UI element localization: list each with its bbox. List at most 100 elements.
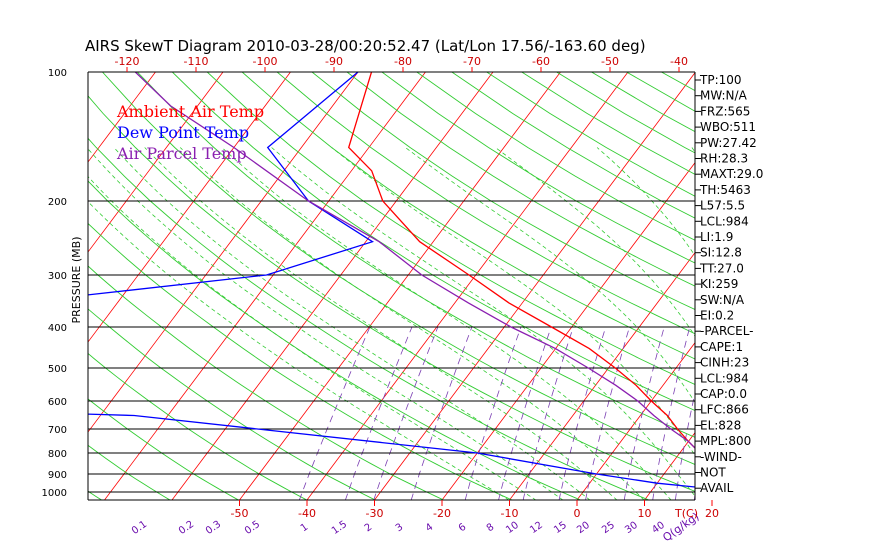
dry-adiabat (88, 444, 171, 500)
top-temp-tick-label: -40 (670, 55, 688, 68)
stat-item: L57:5.5 (700, 199, 745, 213)
stat-item: LCL:984 (700, 371, 749, 385)
stat-item: EI:0.2 (700, 309, 734, 323)
mixing-ratio-label: 0.5 (243, 519, 262, 537)
isotherm (374, 72, 695, 500)
dry-adiabat (276, 72, 695, 335)
dry-adiabat (381, 72, 695, 264)
dry-adiabat (88, 490, 103, 500)
stat-item: -PARCEL- (700, 324, 754, 338)
top-temp-tick-label: -110 (184, 55, 209, 68)
chart-title: AIRS SkewT Diagram 2010-03-28/00:20:52.4… (85, 37, 646, 55)
moist-adiabat (88, 175, 537, 500)
stat-item: PW:27.42 (700, 136, 757, 150)
stat-item: RH:28.3 (700, 152, 748, 166)
mixing-ratio-line (498, 326, 552, 500)
isotherm (509, 252, 695, 500)
isotherm (847, 72, 870, 500)
stat-item: CAP:0.0 (700, 387, 747, 401)
stat-item: NOT (700, 466, 726, 480)
ambient-temp-line (347, 72, 695, 449)
isotherm (88, 72, 291, 343)
mixing-ratio-label: 6 (457, 522, 469, 535)
stat-item: TH:5463 (699, 183, 751, 197)
dry-adiabat (88, 95, 695, 492)
dry-adiabat (311, 72, 695, 311)
mixing-ratio-line (652, 326, 691, 500)
top-temp-tick-label: -90 (325, 55, 343, 68)
dry-adiabat (206, 72, 695, 386)
bottom-temp-tick-label: -50 (231, 507, 249, 520)
mixing-ratio-label: 30 (623, 520, 640, 536)
mixing-ratio-label: 1.5 (330, 519, 349, 537)
pressure-tick-label: 100 (48, 68, 67, 79)
mixing-ratio-line (522, 326, 574, 500)
pressure-tick-label: 700 (48, 425, 67, 436)
dewpoint-line (88, 72, 695, 488)
dry-adiabat (451, 72, 695, 219)
stat-item: LI:1.9 (700, 230, 733, 244)
stat-item: MW:N/A (700, 89, 748, 103)
top-temp-tick-label: -60 (532, 55, 550, 68)
mixing-ratio-line (674, 390, 695, 500)
mixing-ratio-label: 2 (363, 522, 375, 535)
mixing-ratio-label: 4 (424, 522, 436, 535)
pressure-tick-label: 400 (48, 323, 67, 334)
bottom-temp-tick-label: 0 (574, 507, 581, 520)
stat-item: KI:259 (700, 277, 738, 291)
top-temp-tick-label: -120 (115, 55, 140, 68)
mixing-ratio-label: 15 (552, 520, 569, 536)
mixing-ratio-label: 25 (600, 520, 617, 536)
legend-ambient: Ambient Air Temp (116, 102, 264, 121)
stat-item: SW:N/A (700, 293, 745, 307)
stat-item: -WIND- (700, 450, 742, 464)
top-temp-tick-label: -70 (463, 55, 481, 68)
stat-item: TT:27.0 (699, 261, 744, 275)
pressure-tick-label: 1000 (42, 488, 67, 499)
isotherm (0, 72, 21, 500)
stat-item: LCL:984 (700, 214, 749, 228)
mixing-ratio-label: 0.1 (130, 519, 149, 537)
mixing-ratio-line (795, 327, 817, 500)
sounding-curves (88, 72, 695, 488)
stat-item: CAPE:1 (700, 340, 743, 354)
moist-adiabat (221, 147, 672, 500)
plot-frame (87, 71, 696, 501)
dry-adiabat (88, 308, 376, 500)
dry-adiabat (241, 72, 695, 360)
bottom-temp-tick-label: 10 (638, 507, 652, 520)
pressure-tick-label: 300 (48, 271, 67, 282)
bottom-temp-tick-label: -30 (366, 507, 384, 520)
pressure-tick-label: 200 (48, 197, 67, 208)
stat-item: AVAIL (700, 481, 734, 495)
mixing-ratio-label: 0.2 (177, 519, 196, 537)
mixing-ratio-line (623, 326, 665, 500)
mixing-ratio-label: 3 (394, 522, 406, 535)
bottom-temp-tick-label: -40 (298, 507, 316, 520)
dry-adiabat (88, 352, 308, 500)
stat-item: SI:12.8 (700, 246, 742, 260)
temp-unit-label: T(C) (674, 507, 698, 520)
stat-item: CINH:23 (700, 356, 749, 370)
mixing-ratio-line (749, 327, 776, 500)
pressure-tick-label: 800 (48, 449, 67, 460)
top-temp-tick-label: -50 (601, 55, 619, 68)
parcel-temp-line (134, 72, 695, 449)
dry-adiabat (88, 137, 650, 500)
mixing-ratio-line (774, 327, 798, 500)
stat-item: FRZ:565 (700, 104, 750, 118)
isotherm (644, 431, 695, 500)
dry-adiabat (88, 398, 240, 500)
legend-dewpoint: Dew Point Temp (117, 123, 249, 142)
mixing-ratio-label: 0.3 (204, 519, 223, 537)
pressure-tick-label: 900 (48, 470, 67, 481)
dry-adiabat (486, 72, 695, 197)
legend: Ambient Air Temp Dew Point Temp Air Parc… (116, 102, 264, 163)
isotherm (88, 72, 156, 163)
bottom-temp-tick-label: -10 (501, 507, 519, 520)
moist-adiabat (331, 147, 695, 456)
mixing-ratio-line (410, 326, 473, 500)
mixing-ratio-line (585, 326, 630, 500)
stat-item: MPL:800 (700, 434, 751, 448)
